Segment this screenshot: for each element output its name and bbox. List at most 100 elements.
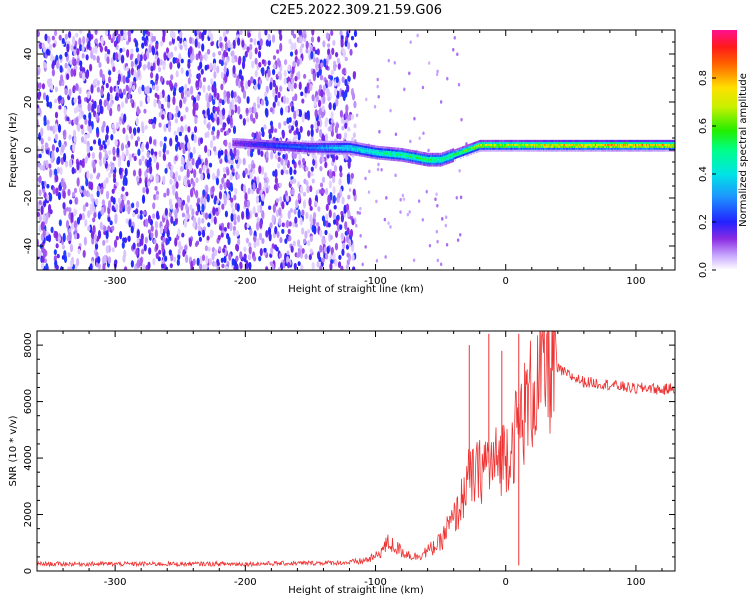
noise-cell [244, 50, 248, 58]
noise-cell [84, 219, 88, 227]
track-cell [486, 143, 488, 146]
track-cell [387, 146, 389, 149]
noise-cell [63, 106, 67, 116]
noise-cell [287, 81, 292, 91]
noise-cell [99, 45, 103, 53]
noise-cell [375, 199, 378, 204]
track-cell [486, 139, 488, 143]
track-cell [387, 150, 389, 153]
track-cell [348, 152, 351, 155]
track-cell [277, 144, 280, 147]
track-cell [462, 147, 465, 151]
track-cell [484, 145, 486, 148]
track-cell [307, 148, 309, 151]
noise-cell [177, 253, 181, 261]
track-cell [451, 160, 453, 163]
track-cell [358, 144, 361, 147]
track-cell [392, 152, 394, 156]
track-cell [391, 147, 394, 150]
noise-cell [134, 58, 138, 65]
track-cell [421, 155, 424, 158]
noise-cell [245, 208, 249, 217]
track-cell [328, 150, 331, 153]
track-cell [298, 147, 301, 151]
track-cell [482, 145, 484, 148]
track-cell [254, 139, 256, 142]
track-cell [260, 141, 262, 144]
track-cell [365, 145, 367, 148]
noise-cell [69, 243, 74, 253]
noise-cell [184, 214, 188, 222]
track-cell [557, 143, 559, 146]
track-cell [328, 146, 331, 149]
track-cell [503, 145, 506, 148]
track-cell [472, 146, 474, 149]
track-cell [420, 157, 422, 160]
track-cell [504, 141, 507, 144]
noise-cell [166, 149, 170, 155]
track-cell [470, 145, 472, 148]
noise-cell [197, 230, 202, 237]
track-cell [448, 151, 450, 155]
noise-cell [202, 77, 206, 83]
track-cell [331, 142, 333, 145]
noise-cell [279, 262, 284, 270]
noise-cell [44, 142, 48, 149]
track-cell [313, 146, 315, 149]
track-cell [449, 153, 451, 156]
track-cell [244, 144, 246, 147]
noise-cell [336, 215, 340, 220]
noise-cell [229, 222, 233, 232]
noise-cell [73, 220, 78, 229]
noise-cell [332, 175, 336, 184]
noise-cell [347, 41, 351, 50]
track-cell [544, 141, 547, 144]
track-cell [431, 156, 434, 159]
noise-cell [248, 261, 252, 270]
track-cell [235, 141, 237, 145]
track-cell [410, 159, 413, 162]
noise-cell [272, 81, 277, 88]
track-cell [347, 140, 349, 144]
noise-cell [232, 65, 236, 75]
noise-cell [38, 82, 42, 90]
track-cell [302, 140, 304, 143]
noise-cell [377, 162, 380, 167]
noise-cell [269, 222, 273, 229]
noise-cell [319, 128, 323, 138]
track-cell [274, 140, 276, 143]
track-cell [284, 150, 286, 153]
track-cell [399, 151, 401, 154]
noise-cell [192, 181, 196, 188]
track-cell [453, 157, 455, 160]
track-cell [297, 149, 300, 152]
track-cell [425, 160, 427, 163]
track-cell [491, 139, 493, 143]
track-cell [516, 139, 518, 143]
noise-cell [121, 241, 125, 249]
noise-cell [184, 43, 188, 52]
track-cell [362, 150, 364, 154]
noise-cell [46, 194, 50, 201]
track-cell [473, 145, 476, 149]
track-cell [267, 145, 270, 149]
track-cell [295, 145, 297, 148]
noise-cell [103, 225, 107, 232]
noise-cell [95, 251, 99, 259]
track-cell [252, 146, 254, 150]
track-cell [235, 142, 238, 145]
track-cell [326, 150, 328, 153]
track-cell [525, 147, 527, 150]
track-cell [537, 141, 539, 144]
noise-cell [256, 237, 260, 247]
noise-cell [224, 36, 228, 42]
noise-cell [189, 204, 193, 211]
noise-cell [83, 114, 87, 120]
noise-cell [325, 117, 329, 123]
track-cell [324, 146, 326, 149]
track-cell [467, 144, 469, 147]
noise-cell [269, 81, 273, 91]
track-cell [538, 143, 540, 146]
track-cell [397, 147, 399, 150]
noise-cell [49, 168, 53, 178]
